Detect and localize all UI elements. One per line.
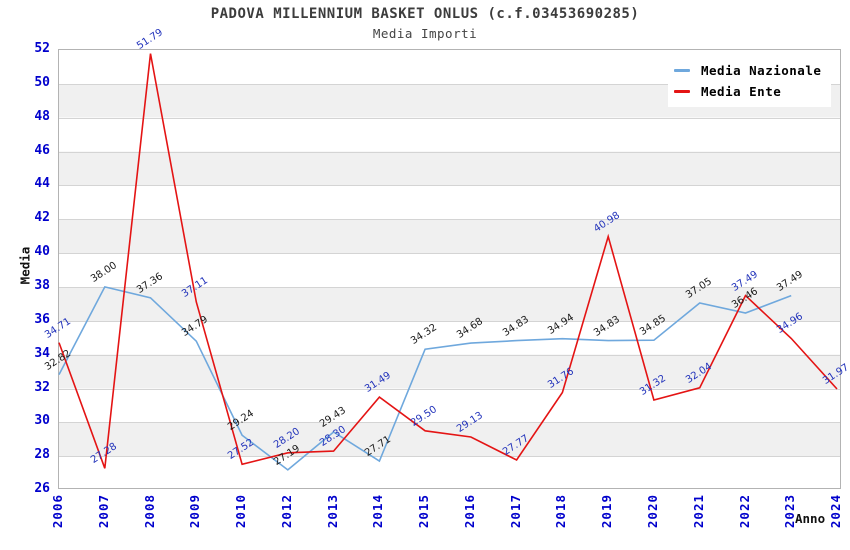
y-tick-label: 50 xyxy=(34,74,50,90)
line-series-svg xyxy=(58,53,838,471)
gridline xyxy=(59,388,840,390)
x-tick-label: 2019 xyxy=(599,494,615,529)
x-tick-label: 2015 xyxy=(416,494,432,529)
x-tick-label: 2016 xyxy=(461,494,477,529)
gridline xyxy=(59,422,840,424)
y-tick-label: 48 xyxy=(34,108,50,124)
gridline xyxy=(59,286,840,288)
x-tick-label: 2012 xyxy=(278,494,294,529)
y-tick-label: 26 xyxy=(34,481,50,496)
x-tick-label: 2023 xyxy=(782,494,798,529)
series-line-media-nazionale xyxy=(58,285,792,471)
x-tick-label: 2022 xyxy=(736,494,752,529)
legend-item: Media Nazionale xyxy=(674,60,821,81)
x-tick-label: 2009 xyxy=(187,494,203,529)
legend-line-swatch-icon xyxy=(674,69,690,72)
gridline xyxy=(59,253,840,255)
y-tick-label: 44 xyxy=(34,176,50,192)
y-tick-label: 32 xyxy=(34,379,50,395)
y-tick-label: 36 xyxy=(34,311,50,327)
legend-label: Media Ente xyxy=(701,84,782,99)
gridline xyxy=(59,354,840,356)
y-tick-label: 28 xyxy=(34,447,50,463)
x-tick-label: 2008 xyxy=(141,494,157,529)
x-axis-title: Anno xyxy=(795,511,826,526)
gridline xyxy=(59,117,840,119)
gridline xyxy=(59,185,840,187)
x-tick-label: 2020 xyxy=(644,494,660,529)
y-tick-label: 30 xyxy=(34,413,50,429)
legend: Media Nazionale Media Ente xyxy=(668,57,832,107)
x-tick-label: 2010 xyxy=(233,494,249,529)
x-tick-label: 2018 xyxy=(553,494,569,529)
x-tick-label: 2013 xyxy=(324,494,340,529)
y-tick-label: 46 xyxy=(34,142,50,158)
legend-line-swatch-icon xyxy=(674,90,690,93)
x-tick-label: 2007 xyxy=(95,494,111,529)
gridline xyxy=(59,83,840,85)
legend-label: Media Nazionale xyxy=(701,63,822,78)
y-tick-label: 52 xyxy=(34,41,50,56)
y-tick-label: 42 xyxy=(34,210,50,226)
x-tick-label: 2017 xyxy=(507,494,523,529)
chart-subtitle: Media Importi xyxy=(372,26,478,41)
gridline xyxy=(59,320,840,322)
x-tick-label: 2014 xyxy=(370,494,386,529)
plot-area xyxy=(58,49,841,489)
x-tick-label: 2021 xyxy=(690,494,706,529)
x-tick-label: 2006 xyxy=(50,494,65,529)
y-tick-label: 34 xyxy=(34,345,50,361)
y-tick-label: 40 xyxy=(34,244,50,260)
gridline xyxy=(59,219,840,221)
gridline xyxy=(59,456,840,458)
x-tick-label: 2024 xyxy=(828,494,843,529)
y-tick-label: 38 xyxy=(34,277,50,293)
legend-item: Media Ente xyxy=(674,81,821,102)
series-line-media-ente xyxy=(58,53,838,469)
gridline xyxy=(59,151,840,153)
chart-title: PADOVA MILLENNIUM BASKET ONLUS (c.f.0345… xyxy=(210,6,640,22)
